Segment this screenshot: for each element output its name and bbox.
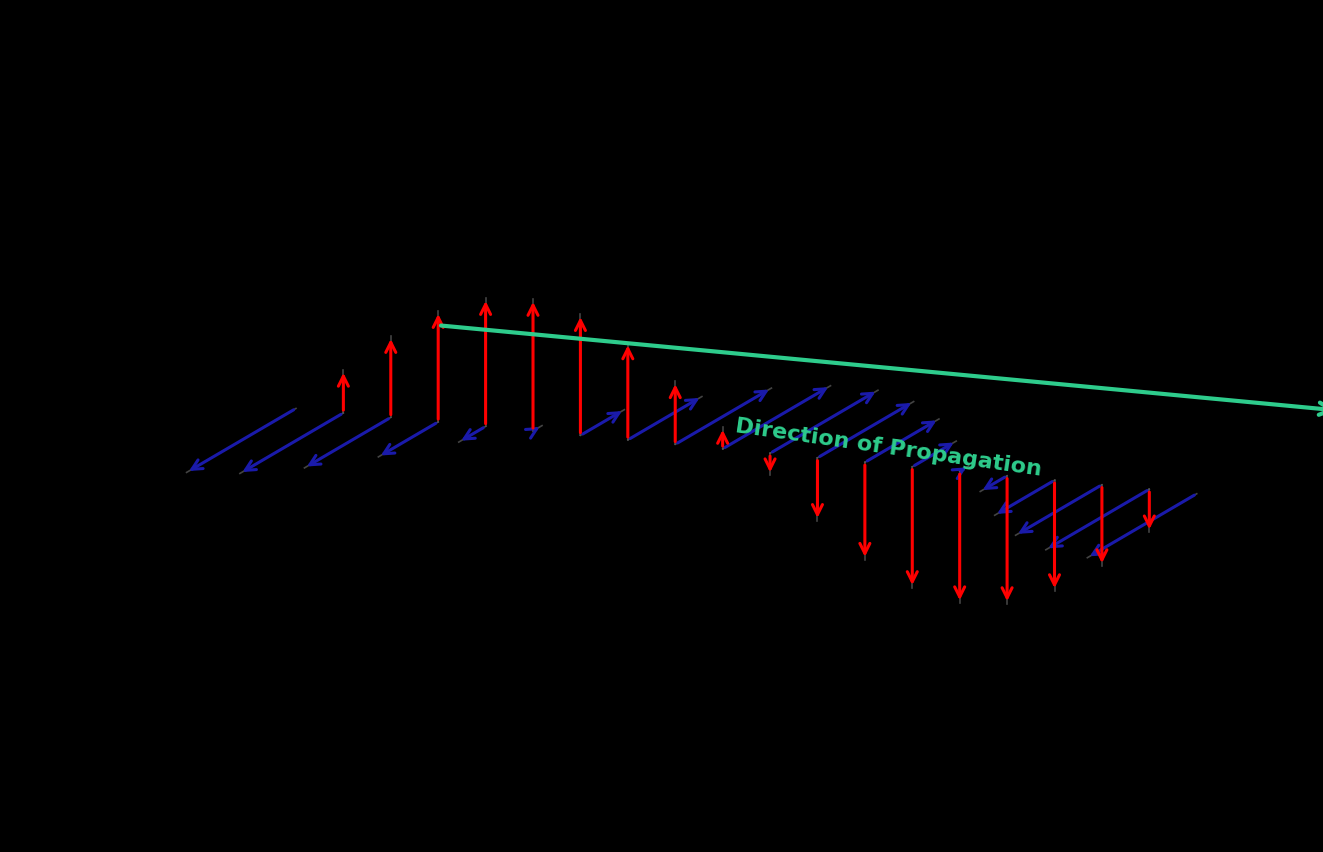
Text: Direction of Propagation: Direction of Propagation	[734, 415, 1043, 479]
